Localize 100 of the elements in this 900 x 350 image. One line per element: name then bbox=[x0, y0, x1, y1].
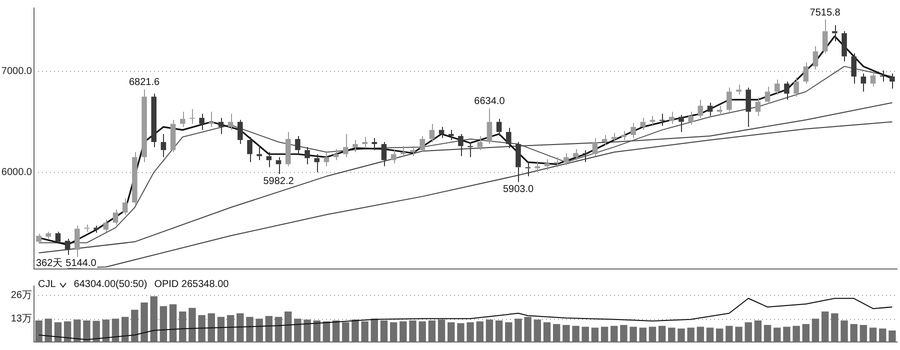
candlestick bbox=[112, 209, 118, 226]
candlestick bbox=[103, 219, 109, 232]
candlestick bbox=[36, 233, 42, 244]
candlestick bbox=[266, 152, 272, 168]
candlestick bbox=[678, 114, 684, 132]
candlestick bbox=[46, 231, 52, 240]
candlestick bbox=[736, 84, 742, 96]
candlestick bbox=[228, 113, 234, 130]
candlestick bbox=[94, 225, 99, 234]
y-tick-label: 13万 bbox=[10, 313, 32, 324]
candlestick bbox=[640, 117, 646, 130]
candlestick bbox=[256, 146, 262, 161]
candlestick bbox=[295, 135, 300, 155]
candlestick bbox=[890, 73, 895, 90]
candlestick bbox=[784, 81, 790, 100]
candlestick bbox=[650, 115, 656, 126]
annotation: OPID 265348.00 bbox=[154, 279, 229, 290]
candlestick bbox=[630, 122, 636, 138]
candlestick bbox=[534, 160, 540, 173]
candlestick bbox=[870, 70, 876, 88]
candlestick bbox=[304, 146, 310, 165]
y-tick-label: 6000.0 bbox=[1, 167, 32, 178]
candlestick bbox=[669, 111, 674, 124]
candlestick bbox=[794, 77, 799, 98]
candlestick bbox=[707, 102, 713, 116]
candlestick bbox=[611, 132, 617, 143]
candlestick bbox=[352, 140, 358, 153]
candlestick bbox=[199, 113, 204, 130]
candlestick bbox=[448, 129, 454, 141]
candlestick bbox=[726, 87, 732, 112]
candlestick bbox=[468, 142, 473, 158]
candlestick bbox=[688, 111, 694, 126]
candlestick bbox=[602, 134, 608, 146]
candlestick bbox=[516, 142, 521, 183]
candlestick bbox=[285, 131, 291, 167]
candlestick bbox=[247, 136, 252, 163]
candlestick bbox=[544, 158, 550, 171]
annotation: 64304.00(50:50) bbox=[74, 279, 148, 290]
candlestick bbox=[324, 152, 330, 167]
candlestick bbox=[698, 99, 704, 118]
candlestick bbox=[764, 86, 770, 104]
candlestick bbox=[400, 146, 406, 158]
candlestick bbox=[582, 150, 588, 163]
annotation: 7515.8 bbox=[810, 7, 841, 18]
candlestick bbox=[381, 142, 387, 167]
candlestick bbox=[496, 118, 502, 136]
candlestick bbox=[151, 93, 156, 148]
candlestick bbox=[314, 154, 320, 173]
candlestick bbox=[438, 126, 444, 138]
y-tick-label: 7000.0 bbox=[1, 66, 32, 78]
candlestick bbox=[372, 137, 378, 151]
candlestick bbox=[122, 198, 128, 216]
candlestick bbox=[170, 119, 176, 153]
candlestick bbox=[160, 133, 166, 158]
candlestick bbox=[746, 87, 752, 128]
candlestick bbox=[458, 133, 464, 157]
candlestick bbox=[812, 46, 818, 70]
annotation: 5144.0 bbox=[66, 258, 97, 269]
candlestick bbox=[429, 123, 435, 143]
candlestick bbox=[659, 113, 665, 126]
candlestick bbox=[564, 152, 569, 166]
candlestick bbox=[180, 111, 186, 128]
candlestick bbox=[142, 88, 147, 163]
candlestick bbox=[132, 152, 138, 206]
candlestick bbox=[573, 148, 578, 161]
candlestick bbox=[592, 137, 598, 157]
candlestick bbox=[276, 156, 282, 175]
candlestick bbox=[410, 146, 416, 157]
candlestick bbox=[238, 119, 243, 145]
candlestick bbox=[506, 127, 512, 149]
candlestick bbox=[822, 19, 828, 54]
candlestick bbox=[84, 224, 90, 232]
candlestick bbox=[362, 136, 368, 149]
candlestick bbox=[343, 133, 348, 158]
candlestick bbox=[832, 24, 838, 42]
y-tick-label: 26万 bbox=[10, 290, 32, 302]
candlestick bbox=[486, 108, 492, 145]
candlestick bbox=[218, 117, 224, 134]
candlestick bbox=[774, 79, 780, 96]
candlestick bbox=[851, 52, 856, 84]
candlestick bbox=[477, 135, 483, 151]
candlestick bbox=[880, 70, 886, 82]
annotation: 5903.0 bbox=[502, 184, 534, 195]
candlestick bbox=[860, 73, 866, 92]
candlestick bbox=[190, 108, 195, 124]
annotation: 362天 bbox=[36, 258, 63, 269]
candlestick bbox=[525, 162, 530, 177]
candlestick bbox=[554, 156, 560, 168]
annotation: 6821.6 bbox=[128, 77, 160, 88]
candlestick bbox=[55, 231, 61, 244]
candlestick bbox=[755, 97, 761, 116]
candlestick bbox=[390, 150, 396, 164]
candlestick bbox=[621, 130, 626, 141]
candlestick bbox=[420, 135, 425, 153]
candlestick bbox=[208, 111, 214, 128]
chart-title: CJL bbox=[38, 279, 56, 290]
candlestick bbox=[333, 148, 339, 161]
candlestick bbox=[842, 30, 847, 62]
candlestick bbox=[803, 62, 809, 84]
candlestick bbox=[716, 105, 722, 116]
